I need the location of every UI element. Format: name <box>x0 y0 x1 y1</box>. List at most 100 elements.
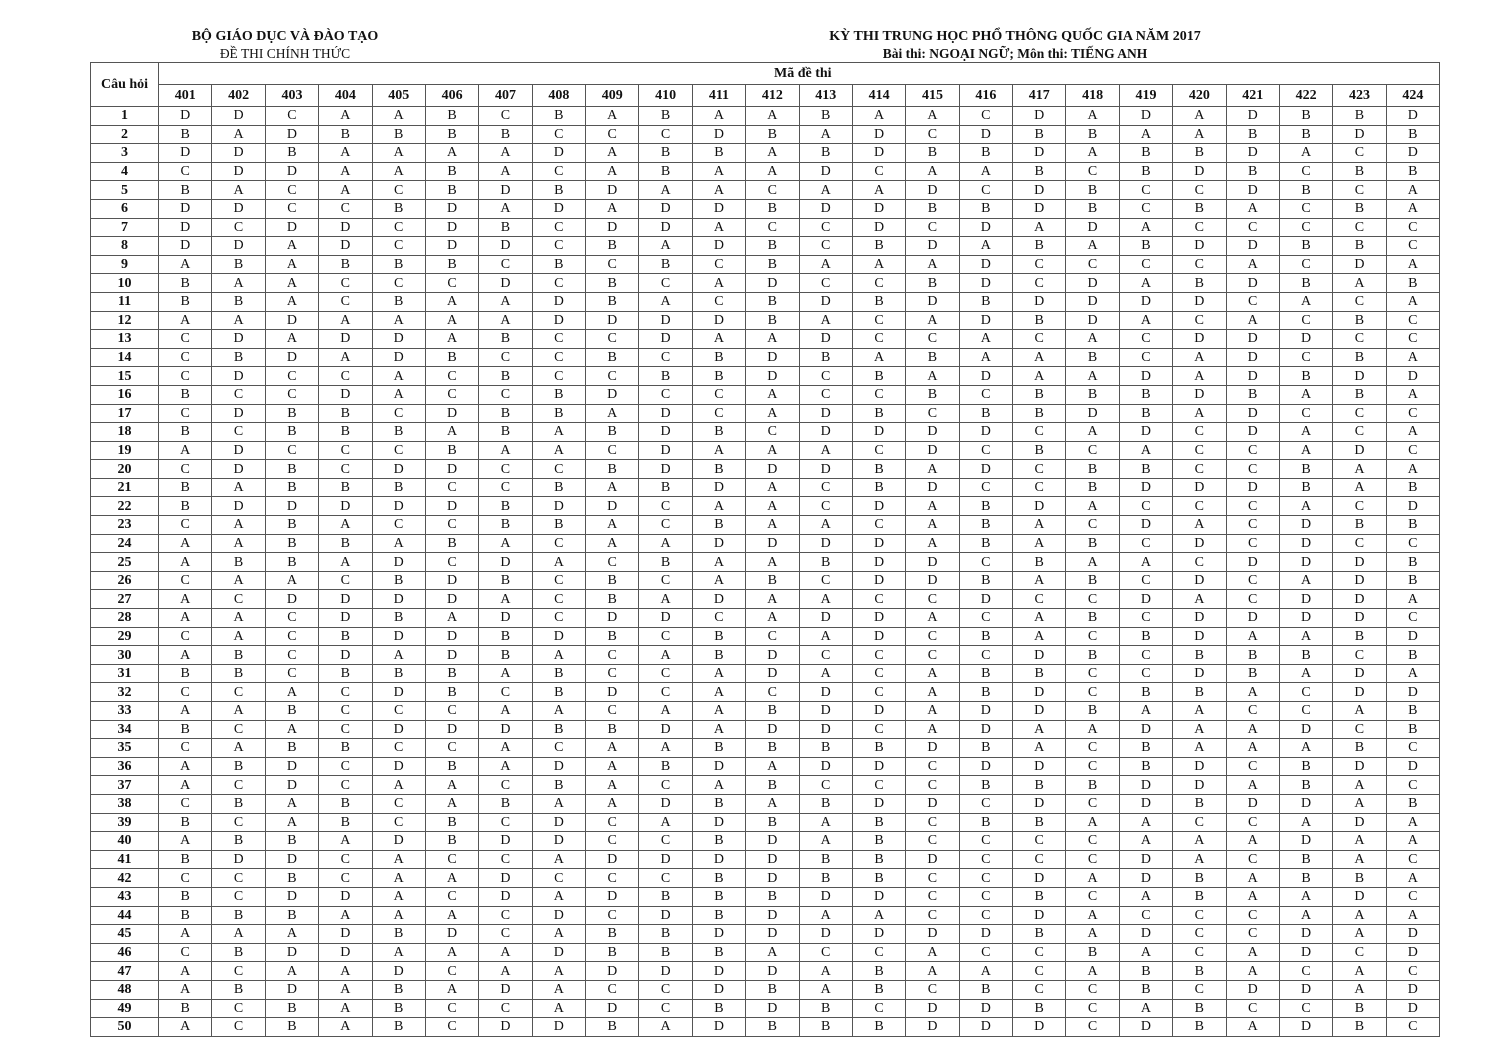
answer-cell: D <box>638 310 693 331</box>
answer-cell: D <box>1385 626 1441 647</box>
answer-cell: B <box>958 979 1014 1000</box>
answer-cell: B <box>211 831 266 851</box>
answer-cell: C <box>424 701 480 721</box>
answer-cell: D <box>1332 440 1387 461</box>
answer-cell: B <box>1011 161 1067 182</box>
answer-cell: C <box>1385 775 1441 795</box>
answer-cell: A <box>1278 496 1334 517</box>
question-number: 22 <box>90 496 159 517</box>
answer-cell: C <box>478 849 533 870</box>
answer-cell: B <box>1065 942 1120 963</box>
answer-cell: B <box>958 143 1014 163</box>
answer-cell: D <box>1385 682 1441 702</box>
answer-cell: B <box>638 756 693 777</box>
answer-cell: A <box>531 645 587 665</box>
answer-cell: C <box>745 217 800 238</box>
answer-cell: B <box>157 886 213 907</box>
answer-cell: A <box>531 998 587 1019</box>
answer-cell: C <box>851 384 907 405</box>
answer-cell: A <box>691 570 747 591</box>
answer-cell: A <box>1332 924 1387 944</box>
answer-cell: B <box>1011 236 1067 256</box>
answer-cell: B <box>798 106 853 126</box>
answer-cell: C <box>531 347 587 368</box>
answer-cell: D <box>691 236 747 256</box>
answer-cell: B <box>584 924 640 944</box>
answer-cell: D <box>531 626 587 647</box>
answer-cell: D <box>371 682 426 702</box>
answer-cell: A <box>1225 942 1280 963</box>
answer-cell: B <box>1118 961 1174 981</box>
answer-cell: A <box>1065 924 1120 944</box>
answer-cell: C <box>157 161 213 182</box>
answer-cell: C <box>1225 998 1280 1019</box>
answer-cell: D <box>264 161 320 182</box>
answer-cell: C <box>371 236 426 256</box>
answer-cell: D <box>371 589 426 610</box>
answer-cell: B <box>1065 570 1120 591</box>
answer-cell: B <box>1172 682 1227 702</box>
answer-cell: C <box>638 384 693 405</box>
answer-cell: B <box>584 942 640 963</box>
answer-cell: B <box>531 106 587 126</box>
exam-code-409: 409 <box>584 84 640 107</box>
answer-cell: C <box>1172 459 1227 479</box>
answer-cell: A <box>1278 626 1334 647</box>
answer-cell: A <box>211 533 266 554</box>
answer-cell: A <box>905 459 960 479</box>
answer-cell: C <box>798 217 853 238</box>
answer-cell: B <box>691 626 747 647</box>
answer-cell: A <box>1225 775 1280 795</box>
table-row: 16 B C C D A C C B D C C A C C B C B B B D B A B A <box>90 384 1441 405</box>
answer-cell: D <box>1172 329 1227 349</box>
answer-cell: B <box>1332 161 1387 182</box>
answer-cell: D <box>1118 719 1174 740</box>
answer-cell: B <box>691 886 747 907</box>
answer-cell: D <box>1118 291 1174 312</box>
table-row: 23 C A B A C C B B A C B A A C A B A C D A C D B B <box>90 515 1441 535</box>
question-column-header: Câu hỏi <box>90 62 159 107</box>
answer-cell: B <box>1332 738 1387 758</box>
answer-cell: C <box>1225 533 1280 554</box>
exam-code-413: 413 <box>798 84 853 107</box>
answer-cell: C <box>1172 440 1227 461</box>
answer-cell: A <box>638 589 693 610</box>
answer-cell: B <box>424 682 480 702</box>
answer-cell: B <box>1225 124 1280 145</box>
answer-cell: C <box>798 645 853 665</box>
answer-cell: D <box>851 533 907 554</box>
answer-cell: D <box>851 570 907 591</box>
answer-cell: A <box>478 143 533 163</box>
answer-cell: A <box>638 291 693 312</box>
answer-cell: D <box>1118 589 1174 610</box>
answer-cell: A <box>318 161 373 182</box>
answer-cell: B <box>1172 198 1227 219</box>
answer-cell: A <box>1225 626 1280 647</box>
answer-cell: A <box>1278 812 1334 833</box>
answer-cell: C <box>584 552 640 572</box>
answer-cell: B <box>1065 180 1120 200</box>
answer-cell: D <box>584 998 640 1019</box>
question-number: 7 <box>90 217 159 238</box>
answer-cell: C <box>798 496 853 517</box>
answer-cell: C <box>318 775 373 795</box>
answer-cell: D <box>1172 775 1227 795</box>
answer-cell: C <box>958 384 1014 405</box>
answer-cell: D <box>371 719 426 740</box>
answer-cell: B <box>531 180 587 200</box>
answer-cell: C <box>211 682 266 702</box>
answer-cell: D <box>1225 979 1280 1000</box>
answer-cell: A <box>478 701 533 721</box>
answer-cell: C <box>211 217 266 238</box>
answer-cell: A <box>1065 552 1120 572</box>
answer-cell: D <box>1225 273 1280 293</box>
answer-cell: B <box>958 403 1014 424</box>
answer-cell: D <box>851 124 907 145</box>
answer-cell: C <box>584 124 640 145</box>
answer-cell: A <box>798 180 853 200</box>
exam-code-408: 408 <box>531 84 587 107</box>
question-number: 50 <box>90 1017 159 1037</box>
answer-cell: A <box>1332 849 1387 870</box>
answer-cell: B <box>1278 106 1334 126</box>
